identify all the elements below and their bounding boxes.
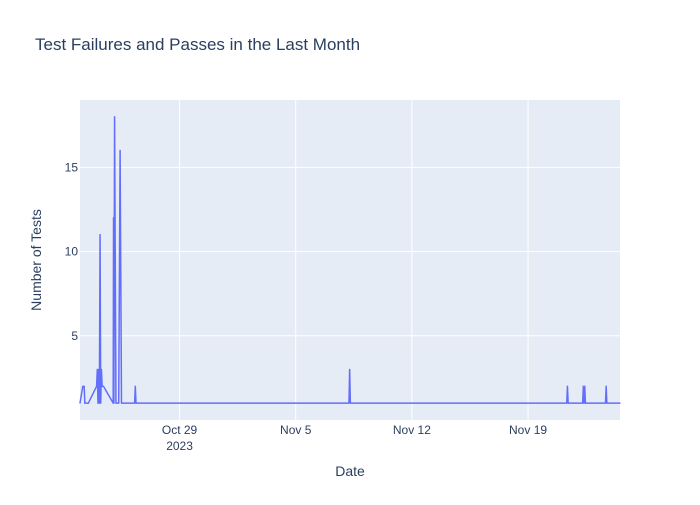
data-point — [97, 402, 99, 404]
gridlines — [80, 100, 620, 420]
data-point — [112, 217, 115, 219]
data-point — [95, 385, 98, 387]
x-tick-label: Nov 12 — [393, 423, 431, 437]
data-point — [349, 402, 351, 404]
data-point — [582, 385, 584, 387]
data-point — [100, 402, 102, 404]
chart-title: Test Failures and Passes in the Last Mon… — [35, 35, 360, 54]
x-tick-label: Oct 29 — [162, 423, 198, 437]
data-point — [98, 402, 100, 404]
data-point — [83, 385, 85, 387]
data-point — [134, 402, 136, 404]
data-point — [348, 402, 350, 404]
x-tick-label: Nov 19 — [509, 423, 547, 437]
data-point — [113, 402, 115, 404]
data-point — [566, 385, 569, 387]
data-point — [82, 385, 84, 387]
data-point — [79, 402, 81, 404]
x-tick-label: Nov 5 — [280, 423, 312, 437]
plot-area — [80, 100, 620, 420]
data-point — [567, 402, 569, 404]
data-point — [101, 385, 103, 387]
data-point — [583, 402, 585, 404]
y-axis-title: Number of Tests — [28, 209, 44, 311]
data-point — [115, 402, 117, 404]
data-point — [102, 385, 105, 387]
data-point — [135, 402, 137, 404]
axis-ticks: 5 10 15 Oct 29 2023 Nov 5 Nov 12 Nov 19 — [65, 160, 548, 453]
x-tick-year-label: 2023 — [166, 439, 193, 453]
data-point — [118, 402, 120, 404]
data-point — [119, 149, 121, 152]
data-point — [98, 368, 100, 371]
data-point — [120, 402, 123, 404]
data-point — [100, 368, 103, 371]
y-tick-label: 5 — [71, 329, 78, 343]
data-point — [604, 402, 607, 404]
data-point — [619, 402, 621, 404]
series-layer — [79, 116, 621, 404]
data-point — [606, 402, 608, 404]
data-point — [566, 402, 568, 404]
data-point — [113, 116, 116, 118]
data-point — [84, 402, 86, 404]
data-point — [349, 368, 351, 371]
y-tick-label: 15 — [65, 160, 79, 174]
data-point — [584, 402, 587, 404]
y-tick-label: 10 — [65, 245, 79, 259]
data-point — [584, 385, 586, 387]
data-point — [605, 385, 607, 387]
data-point — [96, 368, 98, 371]
data-point — [87, 402, 89, 404]
data-point — [134, 385, 136, 387]
x-axis-title: Date — [335, 463, 365, 479]
data-point — [582, 402, 584, 404]
data-point — [99, 234, 101, 236]
